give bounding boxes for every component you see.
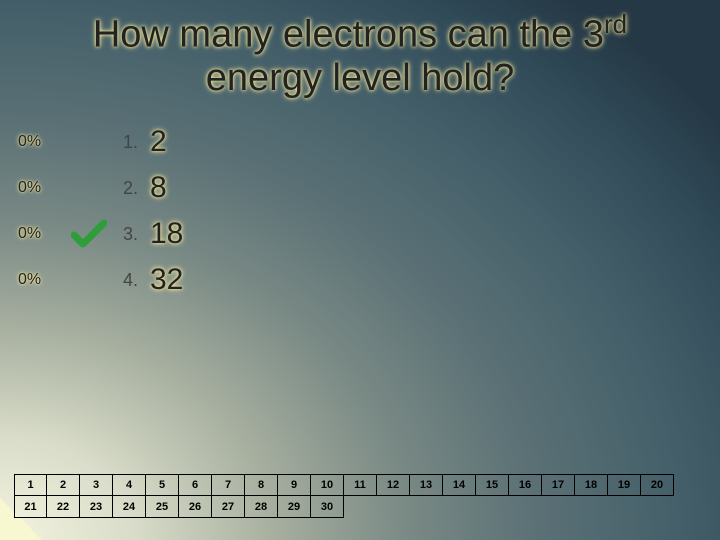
- title-line-1: How many electrons can the 3: [93, 14, 604, 56]
- grid-cell[interactable]: 28: [245, 496, 278, 518]
- title-line-2: energy level hold?: [206, 57, 514, 99]
- grid-cell[interactable]: 24: [113, 496, 146, 518]
- option-answer: 18: [144, 217, 183, 251]
- grid-cell[interactable]: 15: [476, 474, 509, 496]
- grid-cell-empty: [410, 496, 443, 518]
- answer-options: 0% 1. 2 0% 2. 8 0% 3. 18 0% 4. 32: [18, 120, 183, 304]
- grid-cell[interactable]: 19: [608, 474, 641, 496]
- question-title: How many electrons can the 3rd energy le…: [0, 10, 720, 101]
- grid-row-2: 21222324252627282930: [14, 496, 674, 518]
- grid-cell[interactable]: 5: [146, 474, 179, 496]
- grid-cell-empty: [344, 496, 377, 518]
- title-sup: rd: [604, 9, 627, 39]
- grid-cell[interactable]: 1: [14, 474, 47, 496]
- option-percent: 0%: [18, 133, 62, 151]
- grid-cell[interactable]: 12: [377, 474, 410, 496]
- grid-cell[interactable]: 13: [410, 474, 443, 496]
- option-number: 4.: [116, 270, 144, 291]
- grid-cell[interactable]: 18: [575, 474, 608, 496]
- grid-cell-empty: [608, 496, 641, 518]
- grid-cell[interactable]: 23: [80, 496, 113, 518]
- grid-cell[interactable]: 21: [14, 496, 47, 518]
- grid-cell[interactable]: 20: [641, 474, 674, 496]
- grid-cell-empty: [476, 496, 509, 518]
- option-row[interactable]: 0% 4. 32: [18, 258, 183, 302]
- option-number: 1.: [116, 132, 144, 153]
- grid-cell-empty: [509, 496, 542, 518]
- grid-row-1: 1234567891011121314151617181920: [14, 474, 674, 496]
- grid-cell[interactable]: 9: [278, 474, 311, 496]
- option-check-slot: [62, 219, 116, 249]
- grid-cell[interactable]: 29: [278, 496, 311, 518]
- option-answer: 32: [144, 263, 183, 297]
- grid-cell[interactable]: 27: [212, 496, 245, 518]
- grid-cell[interactable]: 4: [113, 474, 146, 496]
- option-row[interactable]: 0% 2. 8: [18, 166, 183, 210]
- option-row[interactable]: 0% 1. 2: [18, 120, 183, 164]
- option-row[interactable]: 0% 3. 18: [18, 212, 183, 256]
- option-answer: 2: [144, 125, 167, 159]
- grid-cell[interactable]: 8: [245, 474, 278, 496]
- grid-cell[interactable]: 11: [344, 474, 377, 496]
- grid-cell[interactable]: 10: [311, 474, 344, 496]
- grid-cell[interactable]: 30: [311, 496, 344, 518]
- grid-cell[interactable]: 25: [146, 496, 179, 518]
- grid-cell-empty: [641, 496, 674, 518]
- grid-cell[interactable]: 3: [80, 474, 113, 496]
- grid-cell[interactable]: 17: [542, 474, 575, 496]
- option-number: 3.: [116, 224, 144, 245]
- grid-cell[interactable]: 2: [47, 474, 80, 496]
- grid-cell-empty: [377, 496, 410, 518]
- grid-cell[interactable]: 14: [443, 474, 476, 496]
- grid-cell-empty: [575, 496, 608, 518]
- option-number: 2.: [116, 178, 144, 199]
- grid-cell[interactable]: 7: [212, 474, 245, 496]
- grid-cell[interactable]: 26: [179, 496, 212, 518]
- grid-cell[interactable]: 6: [179, 474, 212, 496]
- option-percent: 0%: [18, 179, 62, 197]
- grid-cell-empty: [542, 496, 575, 518]
- response-grid: 1234567891011121314151617181920 21222324…: [14, 474, 674, 518]
- option-percent: 0%: [18, 225, 62, 243]
- grid-cell-empty: [443, 496, 476, 518]
- option-percent: 0%: [18, 271, 62, 289]
- grid-cell[interactable]: 16: [509, 474, 542, 496]
- checkmark-icon: [71, 219, 107, 249]
- grid-cell[interactable]: 22: [47, 496, 80, 518]
- option-answer: 8: [144, 171, 167, 205]
